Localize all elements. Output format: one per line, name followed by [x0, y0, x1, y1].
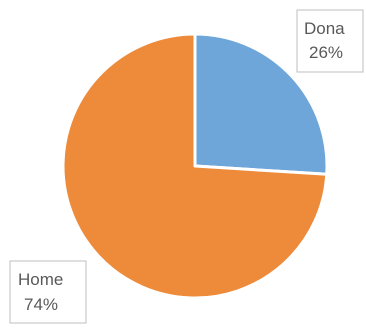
data-label-home-box: [9, 260, 87, 324]
data-label-home-value: 74%: [24, 295, 58, 314]
data-label-dona-name: Dona: [304, 19, 345, 38]
pie-slice-home: [61, 32, 329, 300]
pie-slices: [61, 32, 329, 300]
data-label-dona-value: 26%: [309, 43, 343, 62]
data-label-dona-box: [296, 9, 364, 73]
data-label-dona: Dona 26%: [296, 9, 364, 73]
pie-slice-dona: [193, 32, 329, 176]
data-label-home: Home 74%: [9, 260, 87, 324]
data-label-home-name: Home: [18, 270, 63, 289]
